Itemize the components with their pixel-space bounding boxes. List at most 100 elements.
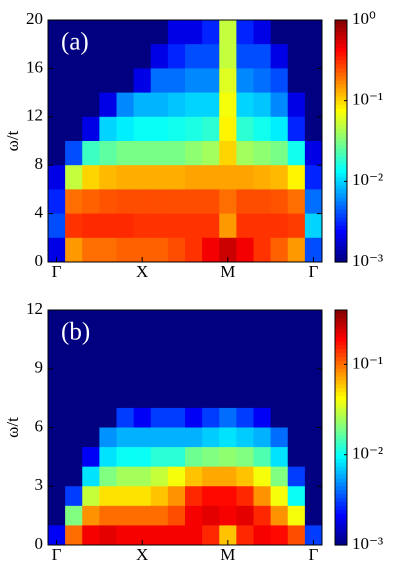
heatmap-cell <box>219 505 237 526</box>
heatmap-cell <box>287 368 306 389</box>
y-tick-label: 8 <box>35 154 44 173</box>
x-tick-label: X <box>136 545 148 564</box>
colorbar-tick-label: 10⁻³ <box>352 534 383 553</box>
heatmap-cell <box>185 165 203 190</box>
heatmap-cell <box>287 388 306 409</box>
heatmap-cell <box>287 407 306 428</box>
heatmap-cell <box>202 329 220 350</box>
colorbar-segment <box>335 20 347 25</box>
heatmap-cell <box>270 525 289 546</box>
heatmap-cell <box>236 407 254 428</box>
heatmap-cell <box>270 310 289 331</box>
x-tick-label: Γ <box>52 545 62 564</box>
colorbar-segment <box>335 384 347 389</box>
heatmap-cell <box>185 189 203 215</box>
heatmap-cell <box>236 486 254 507</box>
y-tick-label: 3 <box>35 475 44 494</box>
heatmap-cell <box>304 505 323 526</box>
heatmap-cell <box>133 141 152 166</box>
heatmap-cell <box>116 213 135 239</box>
heatmap-cell <box>270 44 289 69</box>
heatmap-cell <box>116 141 135 166</box>
heatmap-cell <box>48 407 66 428</box>
heatmap-cell <box>236 116 254 142</box>
heatmap-cell <box>236 329 254 350</box>
heatmap-cell <box>65 329 83 350</box>
heatmap-cell <box>219 44 237 69</box>
heatmap-cell <box>99 116 117 142</box>
heatmap-cell <box>48 116 66 142</box>
heatmap-cell <box>99 68 117 94</box>
heatmap-cell <box>185 44 203 69</box>
colorbar-segment <box>335 24 347 29</box>
heatmap-cell <box>133 427 152 448</box>
colorbar-tick-label: 10⁻² <box>352 170 383 189</box>
y-axis-label: ω/t <box>3 130 22 151</box>
colorbar-segment <box>335 533 347 538</box>
heatmap-cell <box>253 486 272 507</box>
colorbar-segment <box>335 517 347 523</box>
y-tick-label: 12 <box>26 106 43 125</box>
heatmap-cell <box>304 92 323 118</box>
heatmap-cell <box>82 20 100 45</box>
colorbar-segment <box>335 136 347 142</box>
heatmap-cell <box>116 505 135 526</box>
colorbar-segment <box>335 104 347 110</box>
heatmap-cell <box>202 189 220 215</box>
heatmap-cell <box>185 505 203 526</box>
y-tick-label: 9 <box>35 358 44 377</box>
heatmap-cell <box>48 486 66 507</box>
colorbar-segment <box>335 329 347 335</box>
heatmap-cell <box>99 329 117 350</box>
heatmap-cell <box>150 505 169 526</box>
heatmap-cell <box>116 349 135 370</box>
heatmap-cell <box>48 237 66 263</box>
heatmap-cell <box>99 141 117 166</box>
heatmap-cell <box>48 213 66 239</box>
colorbar-segment <box>335 486 347 491</box>
heatmap-cell <box>202 447 220 468</box>
heatmap-cell <box>202 92 220 118</box>
heatmap-cell <box>116 189 135 215</box>
heatmap-cell <box>82 92 100 118</box>
y-tick-label: 6 <box>35 416 44 435</box>
heatmap-cell <box>185 525 203 546</box>
heatmap-cell <box>304 310 323 331</box>
heatmap-cell <box>185 68 203 94</box>
panel-label: (b) <box>61 319 90 346</box>
colorbar-segment <box>335 32 347 37</box>
y-tick-label: 4 <box>35 203 44 222</box>
colorbar-segment <box>335 321 347 327</box>
heatmap-cell <box>48 310 66 331</box>
heatmap-cell <box>65 44 83 69</box>
heatmap-cell <box>253 68 272 94</box>
heatmap-cell <box>65 237 83 263</box>
heatmap-cell <box>270 447 289 468</box>
colorbar-segment <box>335 423 347 429</box>
colorbar-segment <box>335 181 347 186</box>
heatmap-cell <box>48 447 66 468</box>
y-tick-label: 0 <box>35 534 44 553</box>
colorbar-segment <box>335 253 347 259</box>
heatmap-cell <box>48 427 66 448</box>
heatmap-cell <box>167 68 186 94</box>
heatmap-cell <box>167 44 186 69</box>
colorbar-segment <box>335 149 347 154</box>
heatmap-cell <box>116 44 135 69</box>
colorbar-segment <box>335 474 347 480</box>
x-tick-label: X <box>136 262 148 281</box>
heatmap-cell <box>167 237 186 263</box>
heatmap-cell <box>219 525 237 546</box>
heatmap-cell <box>133 68 152 94</box>
heatmap-cell <box>287 525 306 546</box>
heatmap-cell <box>82 505 100 526</box>
heatmap-cell <box>167 525 186 546</box>
colorbar-segment <box>335 116 347 122</box>
colorbar-segment <box>335 185 347 190</box>
heatmap-cell <box>99 237 117 263</box>
heatmap-cell <box>150 189 169 215</box>
heatmap-cell <box>65 68 83 94</box>
heatmap-cell <box>82 189 100 215</box>
colorbar-segment <box>335 124 347 130</box>
heatmap-cell <box>236 213 254 239</box>
